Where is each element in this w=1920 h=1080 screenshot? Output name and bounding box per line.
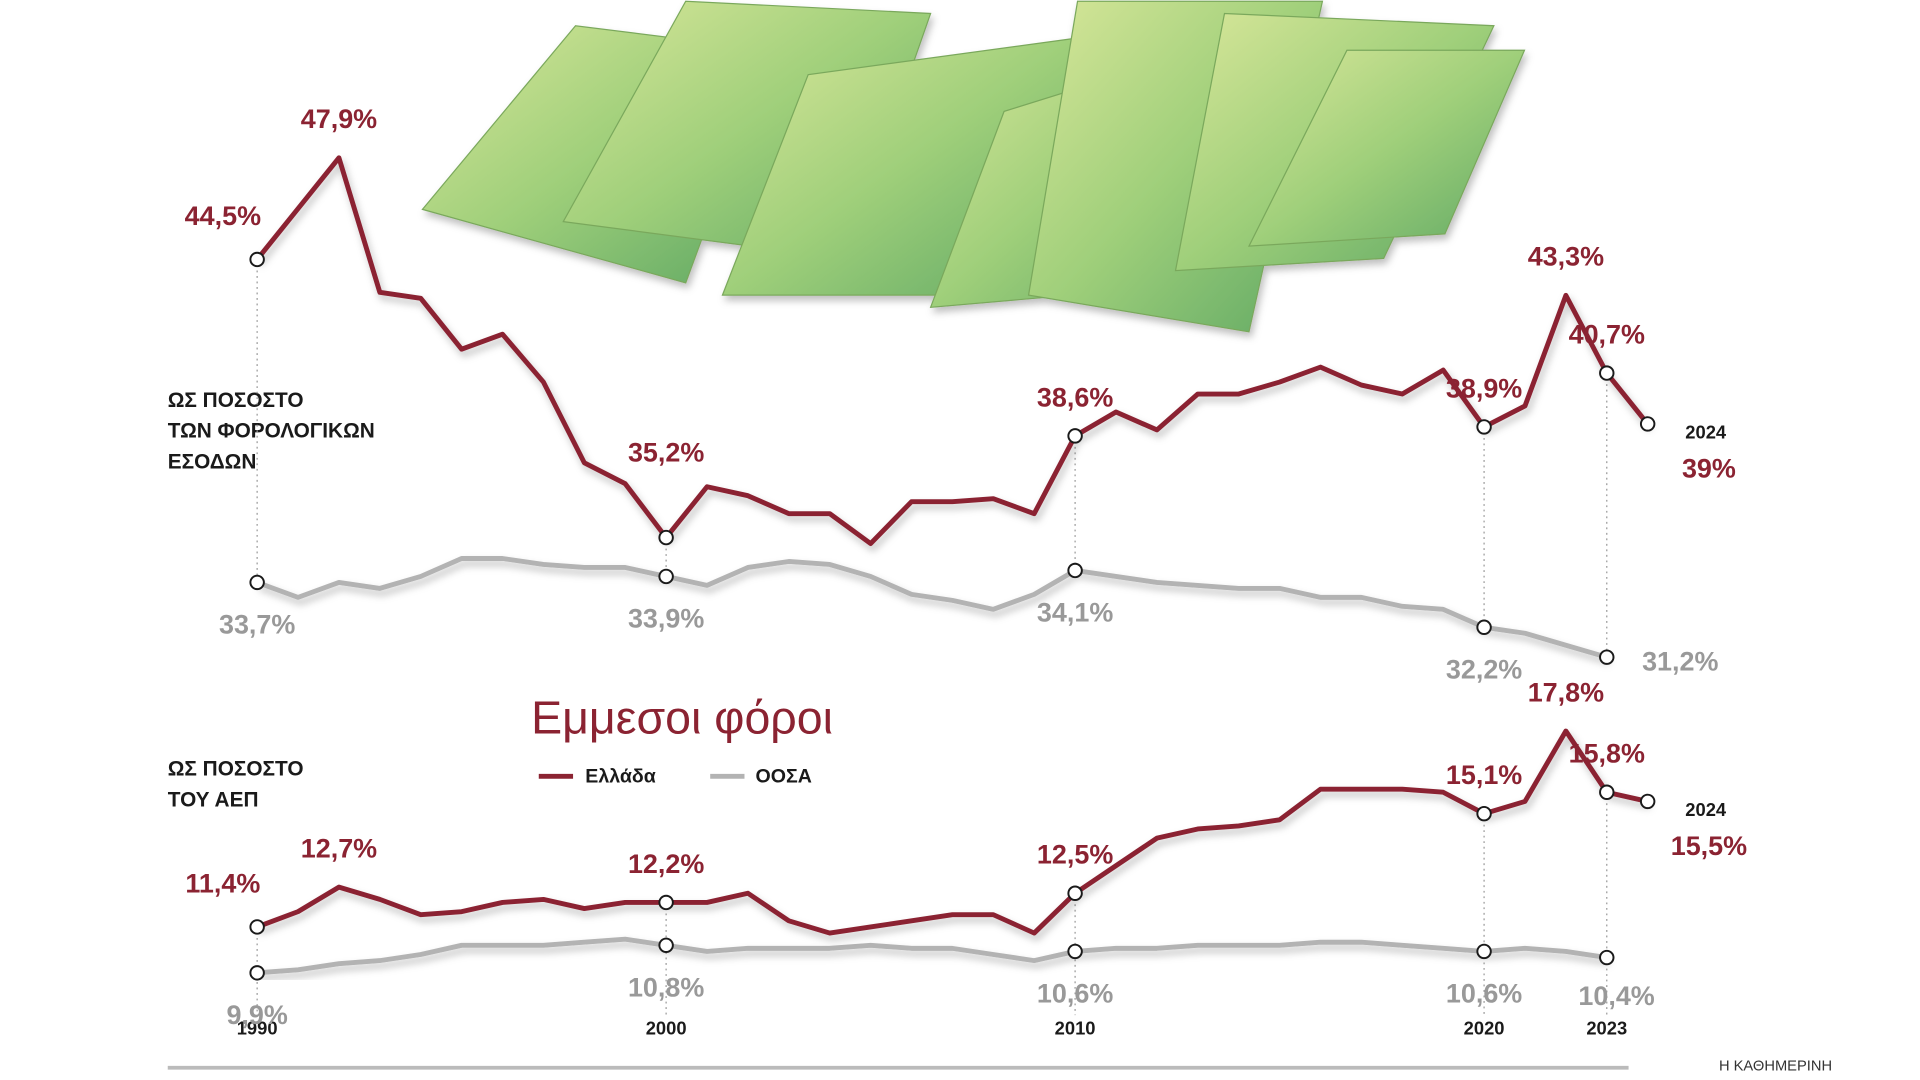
data-label: 15,8%: [1569, 739, 1645, 769]
point-marker: [1639, 416, 1656, 432]
data-label: 40,7%: [1569, 319, 1645, 349]
point-marker: [1067, 562, 1083, 579]
point-marker: [1599, 649, 1615, 665]
point-marker: [249, 574, 265, 591]
series-line: [256, 936, 1608, 976]
series-line: [256, 728, 1649, 936]
point-marker: [1639, 793, 1656, 810]
data-label: 10,4%: [1578, 981, 1654, 1011]
point-marker: [658, 568, 674, 585]
point-marker: [658, 529, 674, 546]
data-label: 38,6%: [1037, 382, 1113, 412]
x-tick-label: 1990: [237, 1018, 278, 1039]
data-label: 38,9%: [1446, 373, 1522, 403]
data-label: 9,9%: [226, 1000, 287, 1030]
end-year-label: 2024: [1685, 422, 1727, 443]
x-tick-label: 2023: [1586, 1018, 1627, 1039]
data-label: 11,4%: [185, 868, 260, 898]
data-label: 39%: [1682, 454, 1736, 484]
data-label: 15,1%: [1446, 760, 1522, 790]
point-marker: [1476, 619, 1492, 635]
point-marker: [249, 965, 265, 981]
data-label: 17,8%: [1528, 677, 1604, 707]
point-marker: [1476, 805, 1492, 822]
data-label: 10,8%: [628, 972, 704, 1002]
data-label: 31,2%: [1642, 646, 1718, 676]
banknotes-illustration: [421, 0, 1526, 333]
point-marker: [249, 251, 265, 268]
point-marker: [1476, 419, 1492, 435]
axis-label: ΕΣΟΔΩΝ: [168, 450, 257, 473]
point-marker: [1067, 428, 1083, 444]
data-label: 43,3%: [1528, 242, 1604, 272]
legend: Ελλάδα ΟΟΣΑ: [538, 766, 812, 788]
source: Η ΚΑΘΗΜΕΡΙΝΗ: [1719, 1058, 1832, 1074]
point-marker: [1067, 885, 1083, 901]
x-tick-label: 2000: [646, 1018, 687, 1039]
series-line: [256, 556, 1608, 660]
point-marker: [1476, 943, 1492, 960]
point-marker: [1599, 949, 1615, 966]
data-label: 35,2%: [628, 437, 704, 467]
data-label: 10,6%: [1446, 979, 1522, 1009]
data-label: 12,7%: [301, 834, 377, 864]
data-label: 10,6%: [1037, 979, 1113, 1009]
axis-label: ΤΟΥ ΑΕΠ: [168, 788, 259, 811]
title: Εμμεσοι φόροι: [531, 692, 833, 744]
data-label: 12,5%: [1037, 840, 1113, 870]
point-marker: [1599, 784, 1615, 800]
end-year-label: 2024: [1685, 799, 1727, 820]
data-label: 34,1%: [1037, 598, 1113, 628]
axis-label: ΤΩΝ ΦΟΡΟΛΟΓΙΚΩΝ: [168, 420, 375, 443]
point-marker: [1599, 365, 1615, 381]
data-label: 15,5%: [1671, 831, 1747, 861]
data-label: 33,7%: [219, 610, 295, 640]
data-label: 44,5%: [185, 201, 261, 231]
point-marker: [1067, 943, 1083, 960]
series-line: [255, 155, 1650, 546]
axis-label: ΩΣ ΠΟΣΟΣΤΟ: [168, 389, 304, 412]
legend-label: Ελλάδα: [585, 766, 656, 788]
axis-label: ΩΣ ΠΟΣΟΣΤΟ: [168, 758, 304, 781]
point-marker: [658, 894, 674, 911]
data-label: 47,9%: [301, 104, 377, 134]
data-label: 32,2%: [1446, 654, 1522, 684]
data-label: 12,2%: [628, 849, 704, 879]
point-marker: [658, 937, 674, 954]
point-marker: [249, 919, 265, 935]
x-tick-label: 2010: [1055, 1018, 1096, 1039]
legend-label: ΟΟΣΑ: [756, 766, 812, 788]
x-tick-label: 2020: [1464, 1018, 1505, 1039]
data-label: 33,9%: [628, 604, 704, 634]
